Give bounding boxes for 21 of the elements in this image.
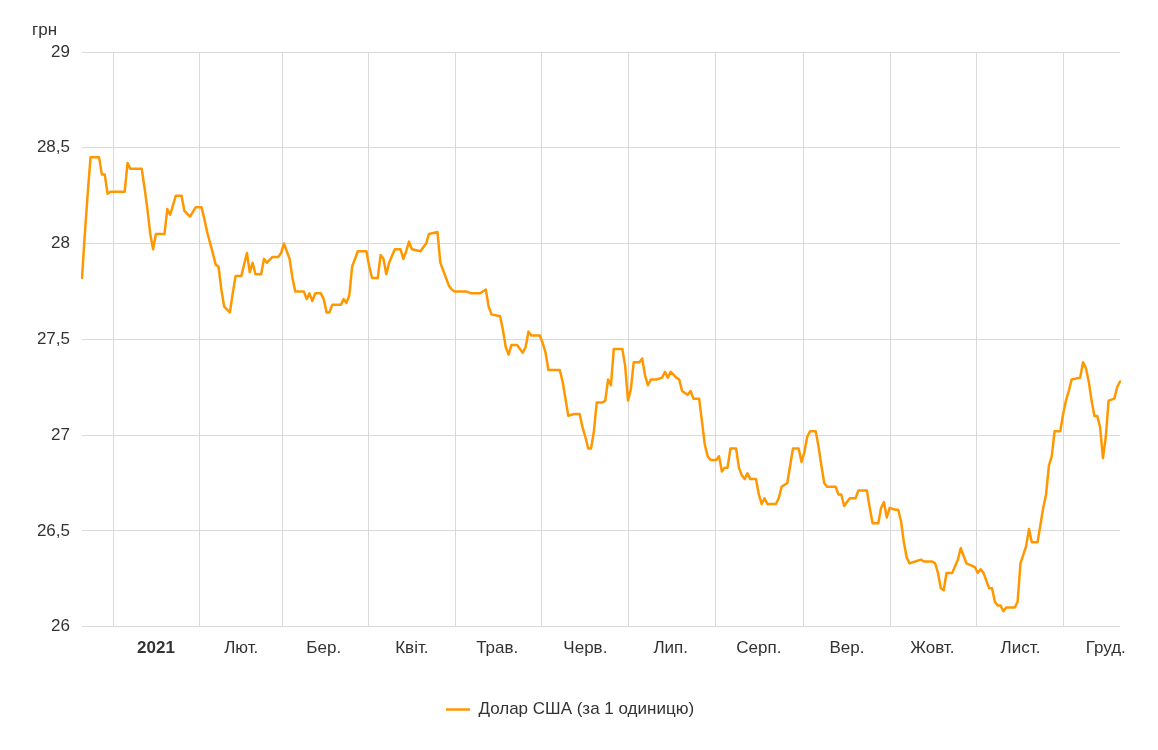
legend-label: Долар США (за 1 одиницю) [478,699,695,719]
x-tick-label: Трав. [476,638,519,658]
x-tick-label: Вер. [829,638,865,658]
x-tick-label: Квіт. [395,638,429,658]
x-tick-label: Бер. [306,638,342,658]
y-tick-label: 27,5 [36,328,70,348]
y-axis-title: грн [32,19,58,39]
x-tick-label: Лип. [653,638,688,658]
x-tick-label: Черв. [563,638,608,658]
y-tick-label: 28,5 [36,137,70,157]
x-tick-label: Лют. [224,638,259,658]
x-tick-label: Серп. [736,638,782,658]
y-tick-label: 26,5 [36,520,70,540]
x-tick-label: Груд. [1085,638,1126,658]
x-tick-label: Жовт. [910,638,955,658]
y-tick-label: 27 [51,424,70,444]
x-tick-label: Лист. [1000,638,1041,658]
x-tick-label: 2021 [137,638,175,658]
y-tick-label: 26 [51,616,70,636]
y-tick-label: 29 [51,41,70,61]
y-tick-label: 28 [51,233,70,253]
